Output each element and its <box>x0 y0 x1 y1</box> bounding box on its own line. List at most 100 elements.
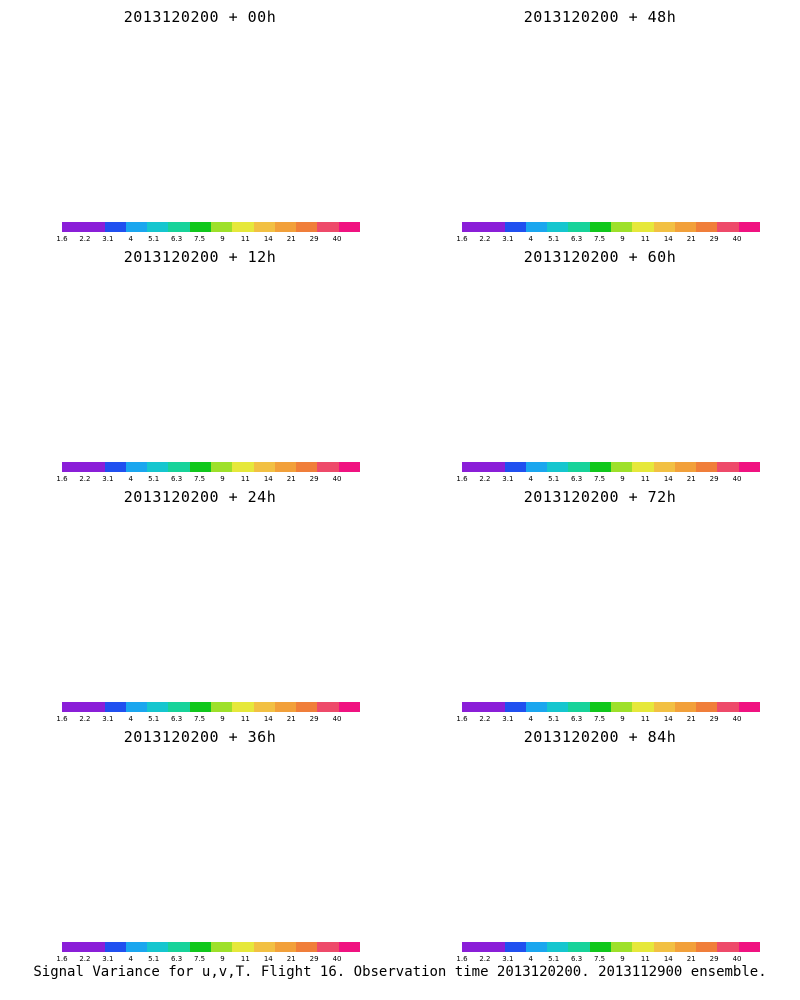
colorbar-swatch <box>568 222 590 232</box>
colorbar-label: 3.1 <box>502 475 514 483</box>
colorbar-label: 40 <box>732 955 742 963</box>
colorbar-swatch <box>253 462 275 472</box>
colorbar-label: 40 <box>732 235 742 243</box>
colorbar-label: 6.3 <box>571 715 583 723</box>
coastline <box>550 277 720 422</box>
colorbar-label: 14 <box>263 475 273 483</box>
colorbar-label: 1.6 <box>56 955 68 963</box>
colorbar-label: 7.5 <box>193 715 206 723</box>
colorbar-label: 9 <box>620 235 625 243</box>
colorbar-swatch <box>125 702 148 712</box>
colorbar-swatch <box>338 222 360 232</box>
colorbar-label: 5.1 <box>148 475 160 483</box>
colorbar-swatch <box>632 942 654 952</box>
variance-contour <box>552 317 670 374</box>
colorbar-label: 4 <box>528 955 533 963</box>
forecast-panel: 2013120200 + 84h 1.6 2.2 3.1 4 5.1 6.3 7.5 9 11 14… <box>400 720 800 963</box>
colorbar-label: 14 <box>263 955 273 963</box>
colorbar-labels: 1.6 2.2 3.1 4 5.1 6.3 7.5 9 11 14 21 29 40 <box>456 715 760 725</box>
variance-contour <box>145 798 270 858</box>
colorbar-label: 9 <box>220 235 225 243</box>
forecast-panel: 2013120200 + 24h 1.6 2.2 3.1 4 5.1 6.3 7.5 9 11 14… <box>0 480 400 723</box>
colorbar-label: 4 <box>528 235 533 243</box>
colorbar-swatch <box>674 222 697 232</box>
colorbar-swatch <box>83 702 105 712</box>
colorbar <box>62 222 360 234</box>
colorbar-swatch <box>296 222 318 232</box>
colorbar-swatch <box>525 222 548 232</box>
colorbar-swatch <box>274 942 297 952</box>
colorbar-swatch <box>296 702 318 712</box>
variance-contour <box>517 785 698 871</box>
variance-contour <box>190 329 241 355</box>
colorbar-swatch <box>547 942 569 952</box>
colorbar-label: 7.5 <box>593 235 606 243</box>
colorbar-label: 6.3 <box>171 715 183 723</box>
variance-contour <box>103 789 295 880</box>
colorbar-swatch <box>653 222 675 232</box>
variance-map <box>400 742 800 928</box>
colorbar-label: 11 <box>240 715 250 723</box>
colorbar-swatch <box>547 702 569 712</box>
colorbar-label: 21 <box>286 955 296 963</box>
variance-contour <box>467 532 731 656</box>
colorbar-label: 2.2 <box>79 715 91 723</box>
colorbar-label: 3.1 <box>102 715 114 723</box>
colorbar-label: 29 <box>309 955 319 963</box>
colorbar-label: 9 <box>620 475 625 483</box>
colorbar-swatch <box>610 942 633 952</box>
colorbar-label: 40 <box>332 235 342 243</box>
colorbar-swatch <box>568 462 590 472</box>
colorbar-swatch <box>738 942 760 952</box>
colorbar-swatch <box>232 222 254 232</box>
panel-title: 2013120200 + 60h <box>523 248 677 266</box>
colorbar-label: 7.5 <box>193 955 206 963</box>
colorbar-labels: 1.6 2.2 3.1 4 5.1 6.3 7.5 9 11 14 21 29 40 <box>56 715 360 725</box>
variance-contour <box>547 555 674 616</box>
colorbar-label: 21 <box>686 955 696 963</box>
colorbar-labels: 1.6 2.2 3.1 4 5.1 6.3 7.5 9 11 14 21 29 40 <box>56 955 360 965</box>
variance-contour <box>163 802 259 849</box>
colorbar-swatch <box>83 942 105 952</box>
colorbar-swatch <box>296 942 318 952</box>
colorbar-swatch <box>462 222 484 232</box>
colorbar-label: 5.1 <box>548 235 560 243</box>
variance-contour <box>495 540 711 642</box>
variance-contour <box>489 62 710 166</box>
colorbar-labels: 1.6 2.2 3.1 4 5.1 6.3 7.5 9 11 14 21 29 40 <box>456 955 760 965</box>
colorbar-labels: 1.6 2.2 3.1 4 5.1 6.3 7.5 9 11 14 21 29 40 <box>56 475 360 485</box>
variance-contour <box>129 556 276 626</box>
colorbar-swatch <box>653 702 675 712</box>
colorbar-swatch <box>274 222 297 232</box>
variance-contour <box>449 289 742 426</box>
colorbar-swatch <box>483 942 505 952</box>
colorbar-swatch <box>317 462 339 472</box>
colorbar-label: 21 <box>286 235 296 243</box>
colorbar-label: 6.3 <box>571 475 583 483</box>
variance-contour <box>424 757 766 916</box>
colorbar-label: 29 <box>709 475 719 483</box>
colorbar-swatch <box>189 462 211 472</box>
colorbar-swatch <box>547 222 569 232</box>
colorbar-swatch <box>317 702 339 712</box>
colorbar-swatch <box>253 222 275 232</box>
colorbar-swatch <box>147 942 169 952</box>
colorbar-swatch <box>504 222 526 232</box>
colorbar-swatch <box>189 942 211 952</box>
colorbar-swatch <box>168 222 190 232</box>
colorbar-swatch <box>232 702 254 712</box>
coastline <box>550 37 720 182</box>
colorbar-swatch <box>104 222 126 232</box>
colorbar-label: 29 <box>709 715 719 723</box>
colorbar-label: 6.3 <box>171 955 183 963</box>
variance-contour <box>572 561 657 603</box>
colorbar-label: 29 <box>309 475 319 483</box>
colorbar-swatch <box>674 702 697 712</box>
colorbar-swatch <box>632 702 654 712</box>
colorbar <box>62 462 360 474</box>
variance-contour <box>185 92 237 118</box>
forecast-panel: 2013120200 + 00h 1.6 2.2 3.1 4 5.1 6.3 7.5 9 11 14… <box>0 0 400 243</box>
colorbar-label: 6.3 <box>171 475 183 483</box>
colorbar-swatch <box>168 702 190 712</box>
coastline <box>150 517 320 662</box>
